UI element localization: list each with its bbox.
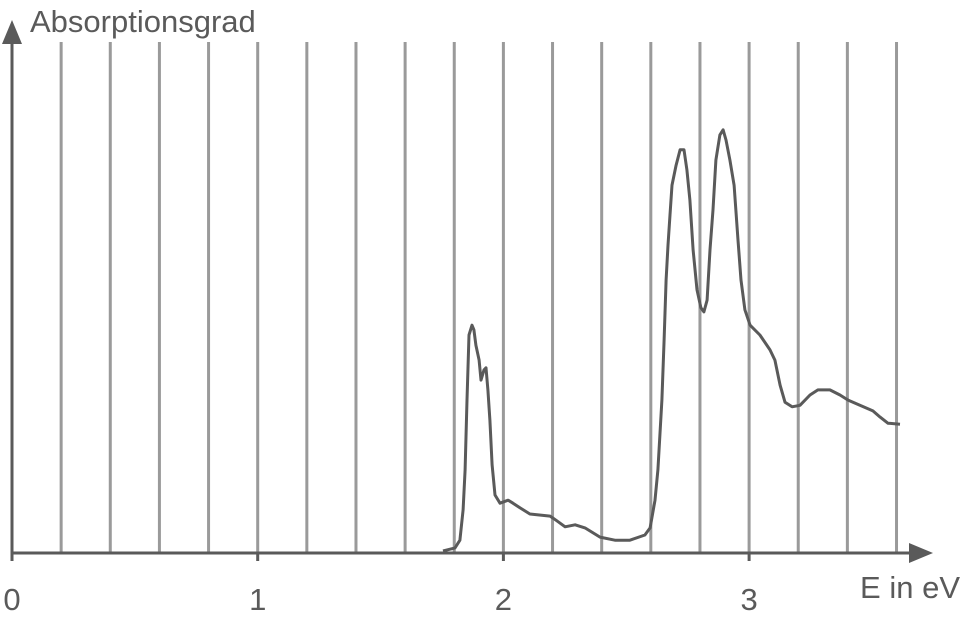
x-axis-arrow-icon [909,543,933,563]
absorption-curve [442,128,901,553]
x-tick-label: 3 [740,582,757,617]
x-tick-label: 0 [3,582,20,617]
grid-lines [59,42,899,553]
x-tick-label: 2 [495,582,512,617]
axes [2,20,933,563]
y-axis-arrow-icon [2,20,22,44]
x-axis-label: E in eV [860,570,960,605]
x-tick-labels: 0 1 2 3 [3,553,758,617]
y-axis-label: Absorptionsgrad [30,4,256,39]
x-tick-label: 1 [249,582,266,617]
